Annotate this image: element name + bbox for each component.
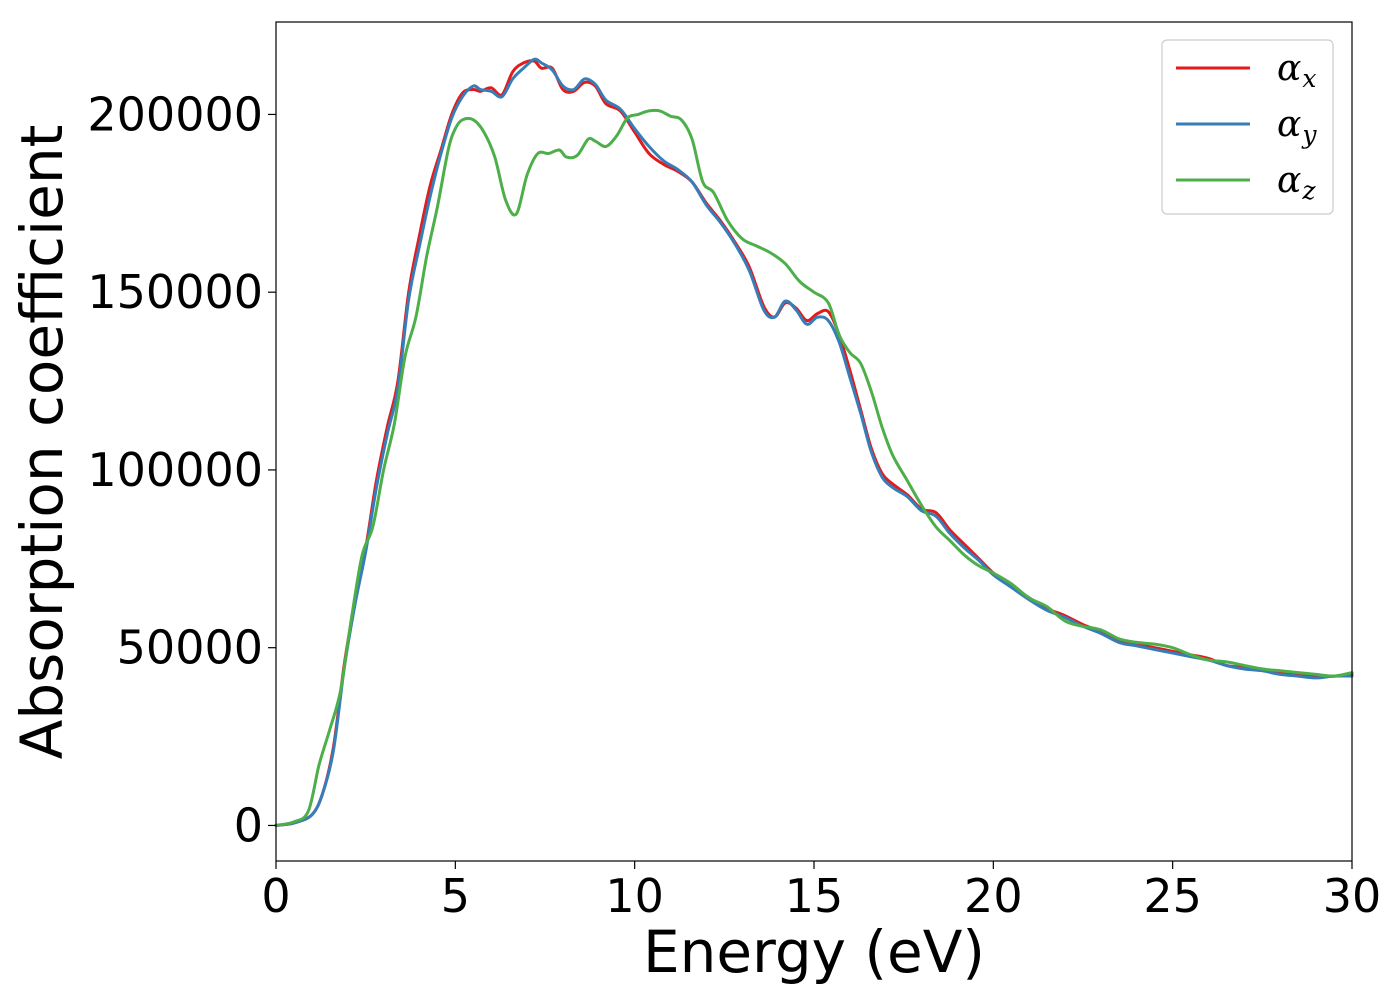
x-tick-label: 30 [1323, 869, 1382, 923]
y-tick-label: 200000 [87, 87, 263, 141]
x-tick-label: 0 [261, 869, 290, 923]
legend-box [1161, 39, 1334, 215]
y-tick-label: 50000 [117, 621, 263, 675]
x-tick-label: 15 [785, 869, 844, 923]
y-axis: 0 50000 100000 150000 200000 [87, 87, 276, 852]
x-tick-label: 10 [605, 869, 664, 923]
x-tick-label: 5 [441, 869, 470, 923]
x-tick-label: 25 [1143, 869, 1202, 923]
legend-label-z: αz [1277, 160, 1316, 205]
y-axis-title: Absorption coefficient [8, 125, 76, 760]
series-line-z [274, 108, 1354, 827]
y-tick-label: 150000 [87, 265, 263, 319]
legend-label-x: αx [1277, 48, 1316, 93]
x-tick-label: 20 [964, 869, 1023, 923]
legend: αx αy αz [1161, 39, 1334, 215]
series-line-y [274, 57, 1354, 827]
x-axis: 0 5 10 15 20 25 30 [261, 861, 1381, 923]
legend-label-y: αy [1277, 104, 1317, 149]
x-axis-title: Energy (eV) [643, 918, 985, 986]
y-tick-label: 0 [234, 798, 263, 852]
plot-lines [274, 57, 1354, 827]
series-line-x [274, 59, 1354, 827]
y-tick-label: 100000 [87, 443, 263, 497]
